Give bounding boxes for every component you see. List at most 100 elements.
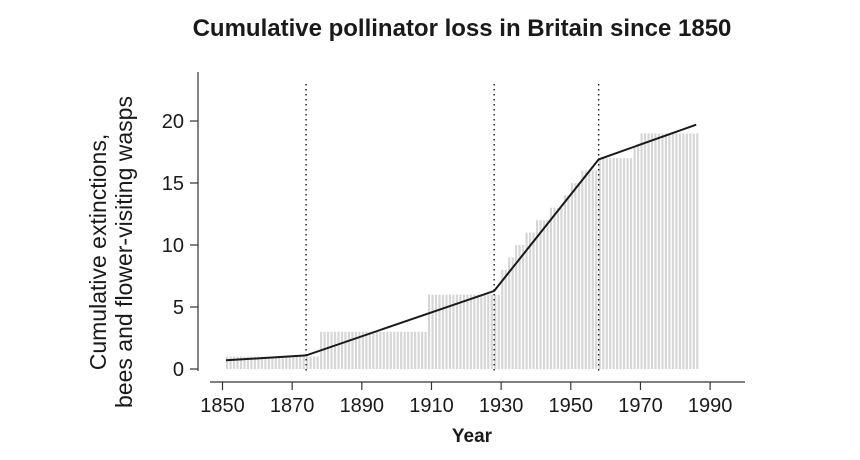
bar	[616, 158, 619, 369]
y-tick-label: 15	[162, 173, 184, 195]
bar	[313, 356, 316, 369]
bars-group	[225, 133, 699, 369]
bar	[577, 183, 580, 369]
bar	[253, 356, 257, 369]
bar	[563, 195, 566, 369]
bar	[372, 331, 375, 369]
bar	[306, 356, 309, 369]
bar	[633, 145, 636, 369]
bar	[302, 356, 305, 369]
bar	[508, 257, 511, 369]
bar	[455, 294, 459, 369]
bar	[257, 356, 260, 369]
bar	[591, 170, 594, 369]
bar	[574, 183, 577, 369]
y-tick-label: 5	[173, 297, 184, 319]
bar	[333, 331, 337, 369]
bar	[375, 331, 378, 369]
bar	[605, 158, 608, 369]
bar	[330, 331, 333, 369]
bar	[588, 170, 591, 369]
bar	[354, 331, 358, 369]
bar	[546, 220, 549, 369]
x-tick-label: 1990	[688, 395, 733, 417]
bar	[403, 331, 406, 369]
bar	[229, 356, 232, 369]
bar	[358, 331, 361, 369]
bar	[396, 331, 399, 369]
x-ticks-group: 1850 1870 1890 1910 1930 1950 1970 1990	[200, 382, 732, 417]
y-ticks-group: 0 5 10 15 20	[162, 111, 198, 381]
x-tick-label: 1870	[270, 395, 315, 417]
bar	[626, 158, 629, 369]
bar	[671, 133, 674, 369]
bar	[407, 331, 410, 369]
bar	[379, 331, 382, 369]
bar	[361, 331, 364, 369]
bar	[299, 356, 302, 369]
bar	[469, 294, 472, 369]
bar	[466, 294, 469, 369]
bar	[685, 133, 688, 369]
bar	[570, 183, 573, 369]
x-tick-label: 1970	[618, 395, 663, 417]
y-tick-label: 10	[162, 235, 184, 257]
bar	[511, 257, 514, 369]
bar	[393, 331, 396, 369]
bar	[630, 158, 633, 369]
bar	[518, 245, 521, 369]
bar	[459, 294, 462, 369]
bar	[424, 331, 427, 369]
bar	[504, 269, 507, 369]
bar	[619, 158, 622, 369]
bar	[309, 356, 312, 369]
bar	[285, 356, 288, 369]
bar	[232, 356, 236, 369]
bar	[664, 133, 667, 369]
x-axis-label: Year	[452, 426, 493, 447]
bar	[337, 331, 340, 369]
bar	[462, 294, 465, 369]
y-axis-label-line-2: bees and flower-visiting wasps	[111, 96, 137, 408]
bar	[278, 356, 281, 369]
y-tick-label: 20	[162, 111, 184, 133]
bar	[515, 245, 518, 369]
y-tick-label: 0	[173, 359, 184, 381]
bar	[675, 133, 678, 369]
bar	[647, 133, 650, 369]
bar	[347, 331, 351, 369]
bar	[581, 170, 584, 369]
bar	[650, 133, 654, 369]
bar	[525, 232, 528, 369]
bar	[400, 331, 403, 369]
bar	[431, 294, 434, 369]
bar	[539, 220, 542, 369]
bar	[623, 158, 626, 369]
bar	[316, 356, 319, 369]
chart-title: Cumulative pollinator loss in Britain si…	[193, 15, 732, 42]
bar	[560, 207, 563, 369]
bar	[556, 207, 560, 369]
bar	[689, 133, 692, 369]
bar	[267, 356, 270, 369]
x-tick-label: 1950	[549, 395, 594, 417]
bar	[636, 145, 640, 369]
x-tick-label: 1850	[200, 395, 245, 417]
bar	[326, 331, 330, 369]
bar	[386, 331, 389, 369]
bar	[382, 331, 385, 369]
bar	[532, 232, 535, 369]
bar	[239, 356, 243, 369]
bar	[389, 331, 392, 369]
bar	[595, 170, 598, 369]
bar	[292, 356, 295, 369]
bar	[445, 294, 448, 369]
bar	[351, 331, 354, 369]
bar	[410, 331, 413, 369]
bar	[281, 356, 284, 369]
bar	[692, 133, 695, 369]
bar	[271, 356, 274, 369]
bar	[365, 331, 368, 369]
y-axis-label-line-1: Cumulative extinctions,	[85, 134, 111, 371]
